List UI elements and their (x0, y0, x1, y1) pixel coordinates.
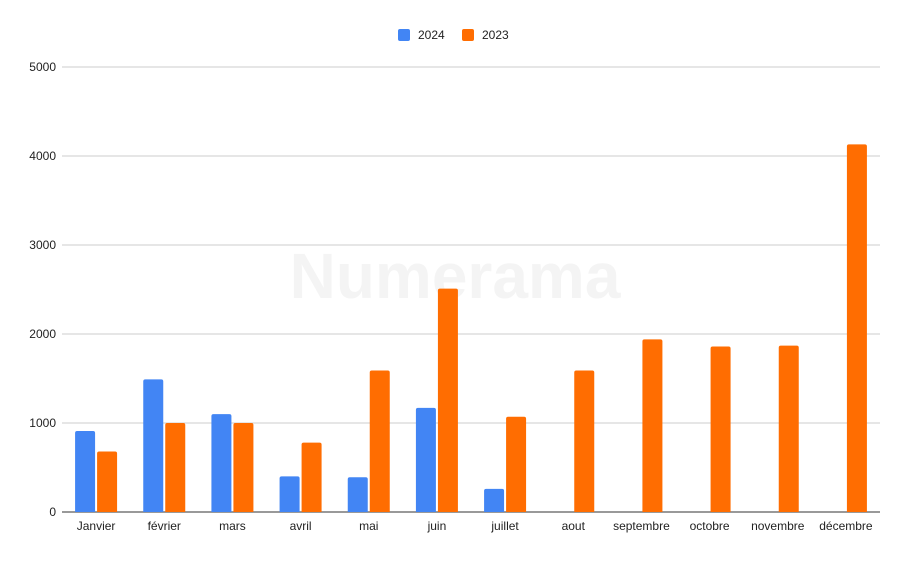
y-tick-label: 3000 (29, 238, 56, 252)
bar-series (75, 144, 867, 512)
legend-swatch-2023 (462, 29, 474, 41)
gridlines (62, 66, 880, 513)
legend-label-2024: 2024 (418, 28, 445, 42)
x-tick-label: novembre (751, 519, 805, 533)
bar-2023-10 (778, 345, 799, 512)
bar-2023-0 (97, 451, 118, 512)
y-tick-label: 0 (49, 505, 56, 519)
bar-2023-3 (301, 442, 322, 512)
bar-2023-6 (506, 416, 527, 512)
bar-2023-2 (233, 423, 254, 512)
x-axis-ticks: Janvier février mars avril mai juin juillet aou… (77, 519, 873, 533)
legend-label-2023: 2023 (482, 28, 509, 42)
bar-2023-4 (369, 370, 390, 512)
legend: 2024 2023 (398, 28, 509, 42)
bar-2023-7 (574, 370, 595, 512)
x-tick-label: mars (219, 519, 246, 533)
x-tick-label: juin (427, 519, 447, 533)
x-tick-label: septembre (613, 519, 670, 533)
bar-2024-4 (347, 477, 368, 512)
x-tick-label: mai (359, 519, 378, 533)
bar-2024-5 (415, 407, 436, 512)
y-tick-label: 1000 (29, 416, 56, 430)
y-tick-label: 2000 (29, 327, 56, 341)
x-tick-label: avril (290, 519, 312, 533)
bar-2024-3 (279, 476, 300, 512)
x-tick-label: aout (562, 519, 586, 533)
x-tick-label: octobre (690, 519, 730, 533)
y-tick-label: 4000 (29, 149, 56, 163)
x-tick-label: juillet (490, 519, 519, 533)
bar-2024-1 (143, 379, 164, 512)
bar-2024-0 (75, 431, 96, 512)
bar-2024-2 (211, 414, 232, 512)
bar-2023-9 (710, 346, 731, 512)
bar-2024-6 (484, 488, 505, 512)
bar-2023-5 (437, 288, 458, 512)
bar-2023-1 (165, 423, 186, 512)
x-tick-label: décembre (819, 519, 873, 533)
x-tick-label: février (148, 519, 181, 533)
legend-swatch-2024 (398, 29, 410, 41)
y-tick-label: 5000 (29, 60, 56, 74)
x-tick-label: Janvier (77, 519, 116, 533)
y-axis-ticks: 0 1000 2000 3000 4000 5000 (29, 60, 56, 519)
bar-2023-11 (846, 144, 867, 512)
bar-2023-8 (642, 339, 663, 512)
